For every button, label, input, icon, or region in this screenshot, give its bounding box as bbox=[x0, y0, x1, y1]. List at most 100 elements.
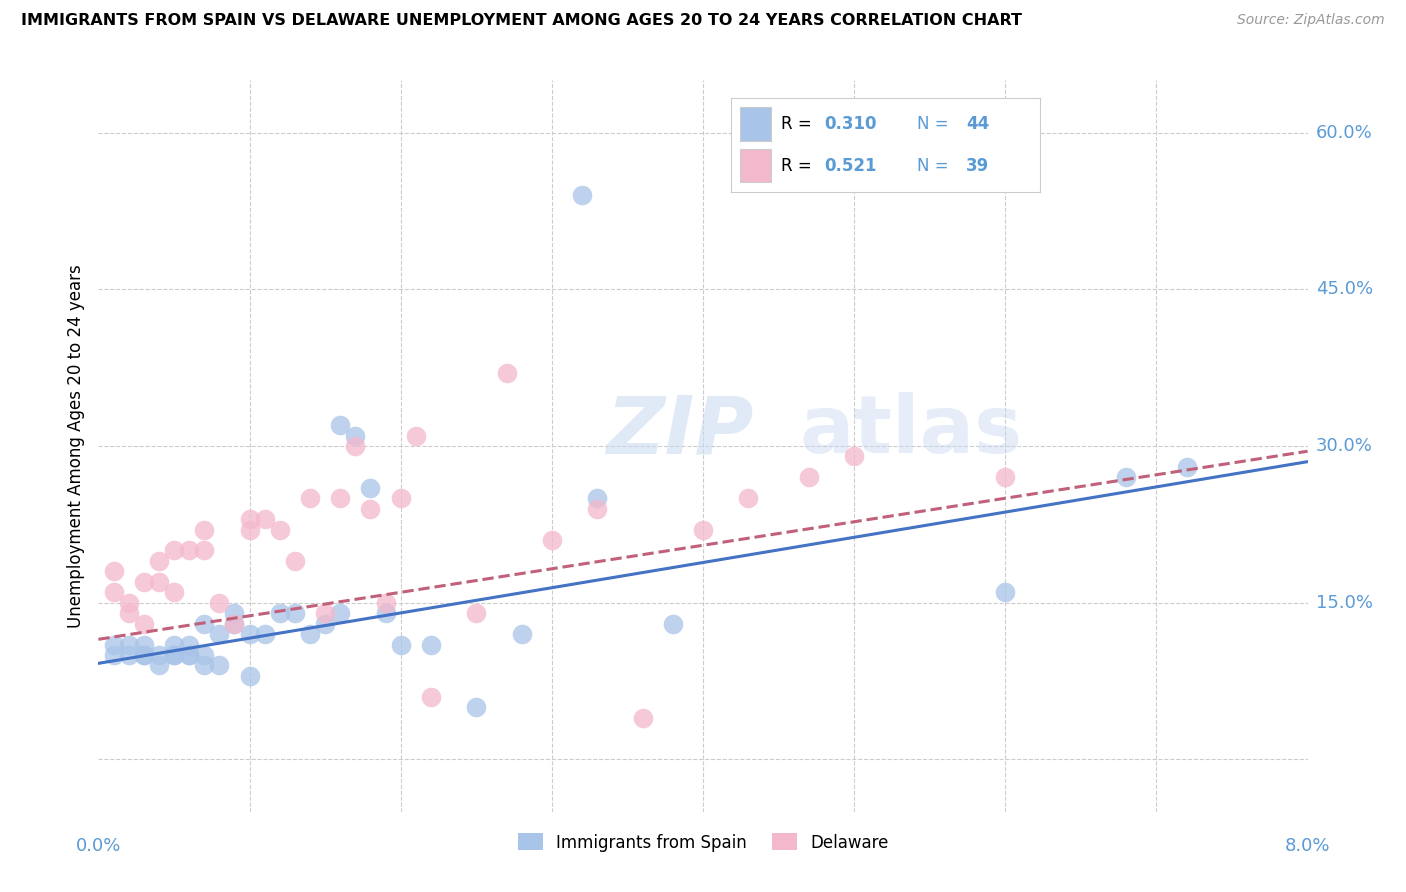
Point bbox=[374, 596, 396, 610]
Text: 8.0%: 8.0% bbox=[1285, 837, 1330, 855]
Point bbox=[208, 627, 231, 641]
Point bbox=[208, 596, 231, 610]
Point bbox=[163, 585, 186, 599]
Point bbox=[269, 523, 291, 537]
Point bbox=[239, 627, 262, 641]
Point bbox=[132, 574, 155, 589]
Point bbox=[344, 428, 367, 442]
Text: ZIP: ZIP bbox=[606, 392, 754, 470]
Point bbox=[239, 523, 262, 537]
Point bbox=[193, 658, 215, 673]
Point bbox=[239, 669, 262, 683]
Point bbox=[586, 491, 609, 506]
Point bbox=[374, 606, 396, 620]
Point bbox=[269, 606, 291, 620]
Point bbox=[284, 606, 307, 620]
Point bbox=[163, 543, 186, 558]
Point bbox=[179, 638, 201, 652]
Point bbox=[359, 501, 381, 516]
Text: 0.0%: 0.0% bbox=[76, 837, 121, 855]
Point bbox=[419, 638, 441, 652]
Text: 39: 39 bbox=[966, 157, 990, 175]
Point bbox=[118, 596, 141, 610]
Text: 30.0%: 30.0% bbox=[1316, 437, 1372, 455]
Point bbox=[540, 533, 562, 547]
Point bbox=[329, 418, 352, 433]
Text: 44: 44 bbox=[966, 115, 990, 133]
Point bbox=[465, 700, 488, 714]
Point bbox=[103, 638, 125, 652]
Point bbox=[103, 565, 125, 579]
Point bbox=[1175, 459, 1198, 474]
Point bbox=[148, 658, 170, 673]
Point bbox=[994, 585, 1017, 599]
Point bbox=[253, 512, 276, 526]
Point bbox=[299, 627, 322, 641]
Point bbox=[329, 606, 352, 620]
Text: N =: N = bbox=[917, 157, 953, 175]
Point bbox=[148, 574, 170, 589]
Text: 45.0%: 45.0% bbox=[1316, 280, 1374, 298]
Point bbox=[737, 491, 759, 506]
Point bbox=[163, 648, 186, 662]
Text: 0.310: 0.310 bbox=[824, 115, 876, 133]
Text: N =: N = bbox=[917, 115, 953, 133]
Point bbox=[118, 648, 141, 662]
Point bbox=[193, 648, 215, 662]
Point bbox=[179, 543, 201, 558]
Point bbox=[284, 554, 307, 568]
FancyBboxPatch shape bbox=[741, 108, 772, 141]
Point bbox=[118, 606, 141, 620]
Point bbox=[103, 648, 125, 662]
Point bbox=[193, 543, 215, 558]
Text: Source: ZipAtlas.com: Source: ZipAtlas.com bbox=[1237, 13, 1385, 28]
Point bbox=[510, 627, 533, 641]
Text: 0.521: 0.521 bbox=[824, 157, 876, 175]
Text: 60.0%: 60.0% bbox=[1316, 123, 1372, 142]
Text: 15.0%: 15.0% bbox=[1316, 594, 1372, 612]
Point bbox=[118, 638, 141, 652]
Point bbox=[495, 366, 517, 380]
Point bbox=[586, 501, 609, 516]
Text: R =: R = bbox=[780, 115, 817, 133]
Point bbox=[314, 616, 336, 631]
Point bbox=[132, 638, 155, 652]
Point bbox=[208, 658, 231, 673]
Point bbox=[132, 648, 155, 662]
Point bbox=[193, 616, 215, 631]
Point bbox=[163, 648, 186, 662]
Point bbox=[314, 606, 336, 620]
Point bbox=[844, 450, 866, 464]
Point bbox=[193, 523, 215, 537]
Point bbox=[419, 690, 441, 704]
Point bbox=[465, 606, 488, 620]
Y-axis label: Unemployment Among Ages 20 to 24 years: Unemployment Among Ages 20 to 24 years bbox=[66, 264, 84, 628]
Point bbox=[631, 711, 654, 725]
Point bbox=[224, 616, 246, 631]
Text: atlas: atlas bbox=[800, 392, 1022, 470]
Point bbox=[389, 491, 412, 506]
Point bbox=[132, 648, 155, 662]
Point bbox=[224, 606, 246, 620]
Point bbox=[692, 523, 714, 537]
Point bbox=[239, 512, 262, 526]
Point bbox=[132, 616, 155, 631]
Point bbox=[253, 627, 276, 641]
Point bbox=[344, 439, 367, 453]
Point bbox=[179, 648, 201, 662]
Point bbox=[1115, 470, 1137, 484]
Point bbox=[179, 648, 201, 662]
Point bbox=[661, 616, 683, 631]
Point bbox=[148, 648, 170, 662]
Text: IMMIGRANTS FROM SPAIN VS DELAWARE UNEMPLOYMENT AMONG AGES 20 TO 24 YEARS CORRELA: IMMIGRANTS FROM SPAIN VS DELAWARE UNEMPL… bbox=[21, 13, 1022, 29]
Point bbox=[571, 188, 593, 202]
Point bbox=[797, 470, 820, 484]
Point bbox=[359, 481, 381, 495]
Point bbox=[405, 428, 427, 442]
Legend: Immigrants from Spain, Delaware: Immigrants from Spain, Delaware bbox=[510, 827, 896, 858]
Point bbox=[163, 638, 186, 652]
Point bbox=[224, 616, 246, 631]
Text: R =: R = bbox=[780, 157, 817, 175]
Point bbox=[148, 554, 170, 568]
Point bbox=[103, 585, 125, 599]
